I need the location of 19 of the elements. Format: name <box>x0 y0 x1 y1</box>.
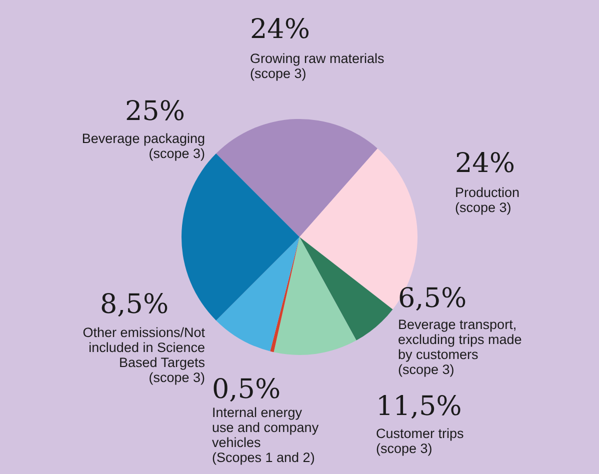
slice-label: Growing raw materials (scope 3) <box>250 51 385 81</box>
pie-slice <box>300 237 393 340</box>
slice-label: Beverage packaging (scope 3) <box>82 131 205 161</box>
pie-slice <box>216 237 300 352</box>
slice-label: Production (scope 3) <box>455 185 520 215</box>
pie-slice <box>216 119 378 237</box>
data-label: 24% <box>455 148 516 179</box>
slice-label: Beverage transport, excluding trips made by customers (scope 3) <box>398 317 522 377</box>
data-label: 25% <box>125 96 186 127</box>
pie-slice <box>274 237 356 355</box>
data-label: 8,5% <box>100 289 169 320</box>
pie-slice <box>270 237 300 352</box>
data-label: 6,5% <box>398 283 467 314</box>
data-label: 11,5% <box>376 391 462 422</box>
slice-label: Customer trips (scope 3) <box>376 426 464 456</box>
data-label: 24% <box>250 14 310 45</box>
slice-label: Internal energy use and company vehicles (Scopes 1 and 2) <box>212 405 319 465</box>
data-label: 0,5% <box>212 374 281 405</box>
slice-label: Other emissions/Not included in Science Based Targets (scope 3) <box>82 325 206 385</box>
